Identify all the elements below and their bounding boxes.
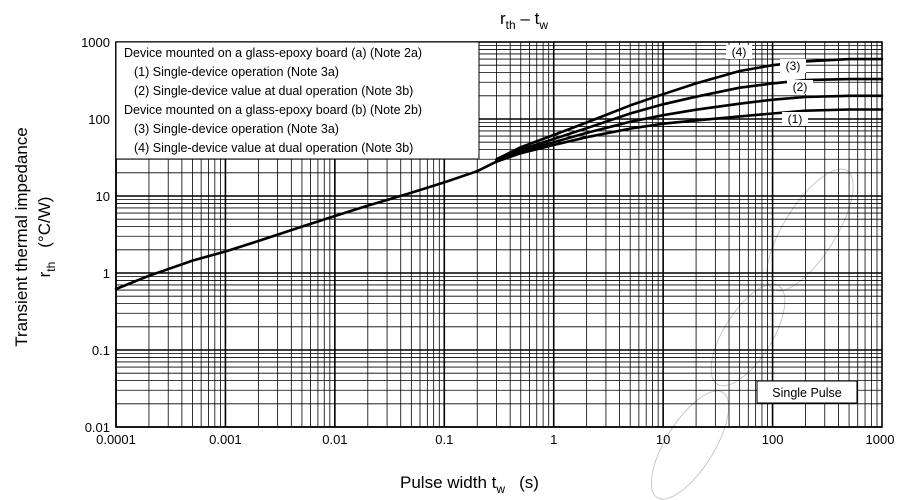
y-tick-label: 1	[103, 266, 110, 281]
x-tick-labels: 0.0001 0.001 0.01 0.1 1 10 100 1000	[96, 432, 894, 447]
legend-box	[115, 41, 480, 160]
x-axis-label: Pulse width tw (s)	[400, 473, 539, 496]
legend-line-series-4: (4) Single-device value at dual operatio…	[134, 141, 413, 155]
curve-label-2: (2)	[793, 80, 808, 94]
curve-labels: (4) (3) (2) (1)	[726, 45, 813, 126]
x-tick-label: 100	[762, 432, 784, 447]
watermark	[650, 168, 854, 500]
common-curve	[114, 160, 498, 291]
legend-line-board-a: Device mounted on a glass-epoxy board (a…	[124, 46, 422, 60]
x-tick-label: 0.1	[435, 432, 453, 447]
y-tick-label: 0.01	[85, 420, 110, 435]
series-line-2	[495, 94, 884, 163]
series-line-3	[495, 77, 884, 162]
curve-label-1: (1)	[788, 112, 803, 126]
x-tick-label: 0.001	[209, 432, 242, 447]
x-tick-label: 1000	[866, 432, 895, 447]
legend: Device mounted on a glass-epoxy board (a…	[115, 41, 480, 160]
curve-label-3: (3)	[786, 59, 801, 73]
legend-line-series-3: (3) Single-device operation (Note 3a)	[134, 122, 339, 136]
x-tick-label: 0.01	[322, 432, 347, 447]
chart-title: rth – tw	[500, 9, 548, 32]
y-tick-label: 0.1	[92, 343, 110, 358]
y-tick-labels: 1000 100 10 1 0.1 0.01	[81, 35, 110, 435]
y-tick-label: 1000	[81, 35, 110, 50]
plot-frame	[115, 41, 883, 428]
y-tick-label: 100	[88, 112, 110, 127]
x-tick-label: 1	[550, 432, 557, 447]
x-tick-label: 0.0001	[96, 432, 136, 447]
curves	[114, 57, 884, 291]
series-line-1	[495, 108, 884, 163]
single-pulse-label: Single Pulse	[772, 386, 842, 400]
single-pulse-note: Single Pulse	[756, 380, 858, 404]
x-tick-label: 10	[656, 432, 670, 447]
legend-line-board-b: Device mounted on a glass-epoxy board (b…	[124, 103, 422, 117]
y-axis-label-line1: Transient thermal impedance	[12, 127, 31, 347]
y-tick-label: 10	[96, 189, 110, 204]
single-pulse-box	[756, 380, 858, 404]
legend-line-series-2: (2) Single-device value at dual operatio…	[134, 84, 413, 98]
y-axis-label-line2: rth(°C/W)	[35, 197, 58, 278]
legend-line-series-1: (1) Single-device operation (Note 3a)	[134, 65, 339, 79]
curve-label-4: (4)	[732, 45, 747, 59]
series-line-4	[495, 57, 884, 161]
